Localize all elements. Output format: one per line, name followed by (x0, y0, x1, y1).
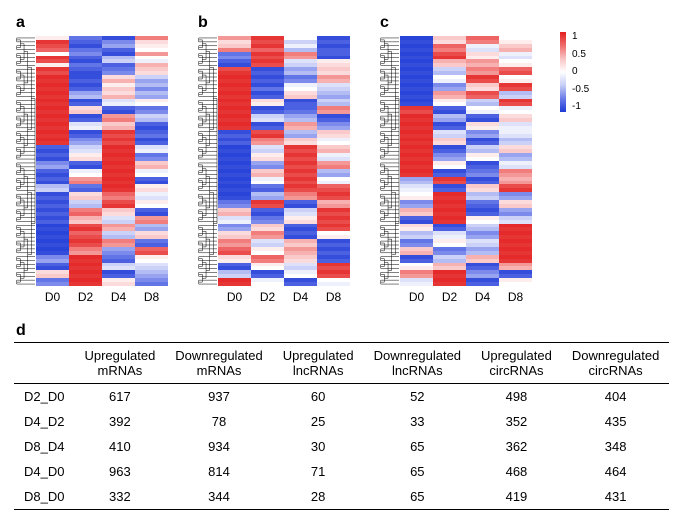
panel-a-heatmap (14, 36, 168, 286)
table-cell: D8_D4 (14, 434, 74, 459)
table-row: D4_D09638147165468464 (14, 459, 669, 484)
dendrogram-b (196, 36, 218, 286)
table-cell: 33 (364, 409, 471, 434)
legend-tick: 0 (572, 67, 589, 77)
legend-tick: 1 (572, 32, 589, 42)
table-cell: 60 (273, 384, 364, 410)
axis-tick: D2 (251, 290, 284, 304)
panel-d-label: d (16, 322, 26, 340)
panel-b: b D0D2D4D8 (196, 14, 350, 304)
table-cell: 71 (273, 459, 364, 484)
table-cell: 814 (165, 459, 272, 484)
axis-tick: D0 (400, 290, 433, 304)
axis-tick: D4 (466, 290, 499, 304)
heatmap-c-cells (400, 36, 532, 286)
table-cell: 934 (165, 434, 272, 459)
table-header-cell: DownregulatedcircRNAs (562, 343, 669, 384)
table-cell: D8_D0 (14, 484, 74, 510)
dendrogram-c (378, 36, 400, 286)
axis-tick: D0 (36, 290, 69, 304)
axis-tick: D4 (284, 290, 317, 304)
panel-c: c D0D2D4D8 (378, 14, 532, 304)
panel-b-heatmap (196, 36, 350, 286)
heatmap-row: a D0D2D4D8 b D0D2D4D8 c D0D2D4D8 10.50-0… (14, 14, 671, 304)
axis-tick: D8 (135, 290, 168, 304)
axis-tick: D8 (317, 290, 350, 304)
table-cell: 617 (74, 384, 165, 410)
axis-tick: D8 (499, 290, 532, 304)
legend-tick: -1 (572, 102, 589, 112)
counts-table: UpregulatedmRNAsDownregulatedmRNAsUpregu… (14, 342, 669, 510)
dendrogram-a (14, 36, 36, 286)
panel-c-heatmap (378, 36, 532, 286)
legend-tick: -0.5 (572, 85, 589, 95)
table-body: D2_D06179376052498404D4_D239278253335243… (14, 384, 669, 510)
table-header-cell (14, 343, 74, 384)
table-cell: 78 (165, 409, 272, 434)
table-header-cell: UpregulatedmRNAs (74, 343, 165, 384)
table-cell: 435 (562, 409, 669, 434)
table-cell: D4_D2 (14, 409, 74, 434)
table-cell: 963 (74, 459, 165, 484)
table-cell: 419 (471, 484, 562, 510)
table-header-cell: UpregulatedlncRNAs (273, 343, 364, 384)
legend-tick: 0.5 (572, 50, 589, 60)
table-row: D8_D44109343065362348 (14, 434, 669, 459)
table-cell: 65 (364, 459, 471, 484)
heatmap-c-axis: D0D2D4D8 (400, 290, 532, 304)
legend-colorbar (560, 32, 566, 112)
table-cell: D4_D0 (14, 459, 74, 484)
table-cell: 392 (74, 409, 165, 434)
panel-a: a D0D2D4D8 (14, 14, 168, 304)
table-cell: D2_D0 (14, 384, 74, 410)
table-cell: 498 (471, 384, 562, 410)
table-row: D4_D2392782533352435 (14, 409, 669, 434)
table-header-cell: DownregulatedmRNAs (165, 343, 272, 384)
table-cell: 344 (165, 484, 272, 510)
panel-a-label: a (16, 14, 25, 32)
table-cell: 332 (74, 484, 165, 510)
legend-ticks: 1 0.5 0 -0.5 -1 (572, 32, 589, 112)
table-cell: 30 (273, 434, 364, 459)
table-cell: 352 (471, 409, 562, 434)
table-cell: 464 (562, 459, 669, 484)
heatmap-a-axis: D0D2D4D8 (36, 290, 168, 304)
axis-tick: D2 (433, 290, 466, 304)
table-cell: 28 (273, 484, 364, 510)
table-header-cell: UpregulatedcircRNAs (471, 343, 562, 384)
panel-d: d UpregulatedmRNAsDownregulatedmRNAsUpre… (14, 304, 671, 510)
table-cell: 404 (562, 384, 669, 410)
table-cell: 25 (273, 409, 364, 434)
heatmap-a-cells (36, 36, 168, 286)
table-cell: 65 (364, 434, 471, 459)
table-cell: 431 (562, 484, 669, 510)
table-cell: 348 (562, 434, 669, 459)
panel-b-label: b (198, 14, 208, 32)
color-legend: 1 0.5 0 -0.5 -1 (560, 32, 589, 112)
axis-tick: D2 (69, 290, 102, 304)
heatmap-b-cells (218, 36, 350, 286)
table-cell: 65 (364, 484, 471, 510)
table-header-row: UpregulatedmRNAsDownregulatedmRNAsUpregu… (14, 343, 669, 384)
axis-tick: D4 (102, 290, 135, 304)
table-cell: 468 (471, 459, 562, 484)
table-row: D2_D06179376052498404 (14, 384, 669, 410)
table-cell: 362 (471, 434, 562, 459)
table-cell: 410 (74, 434, 165, 459)
heatmap-b-axis: D0D2D4D8 (218, 290, 350, 304)
table-cell: 52 (364, 384, 471, 410)
table-row: D8_D03323442865419431 (14, 484, 669, 510)
table-cell: 937 (165, 384, 272, 410)
table-header-cell: DownregulatedlncRNAs (364, 343, 471, 384)
panel-c-label: c (380, 14, 389, 32)
axis-tick: D0 (218, 290, 251, 304)
